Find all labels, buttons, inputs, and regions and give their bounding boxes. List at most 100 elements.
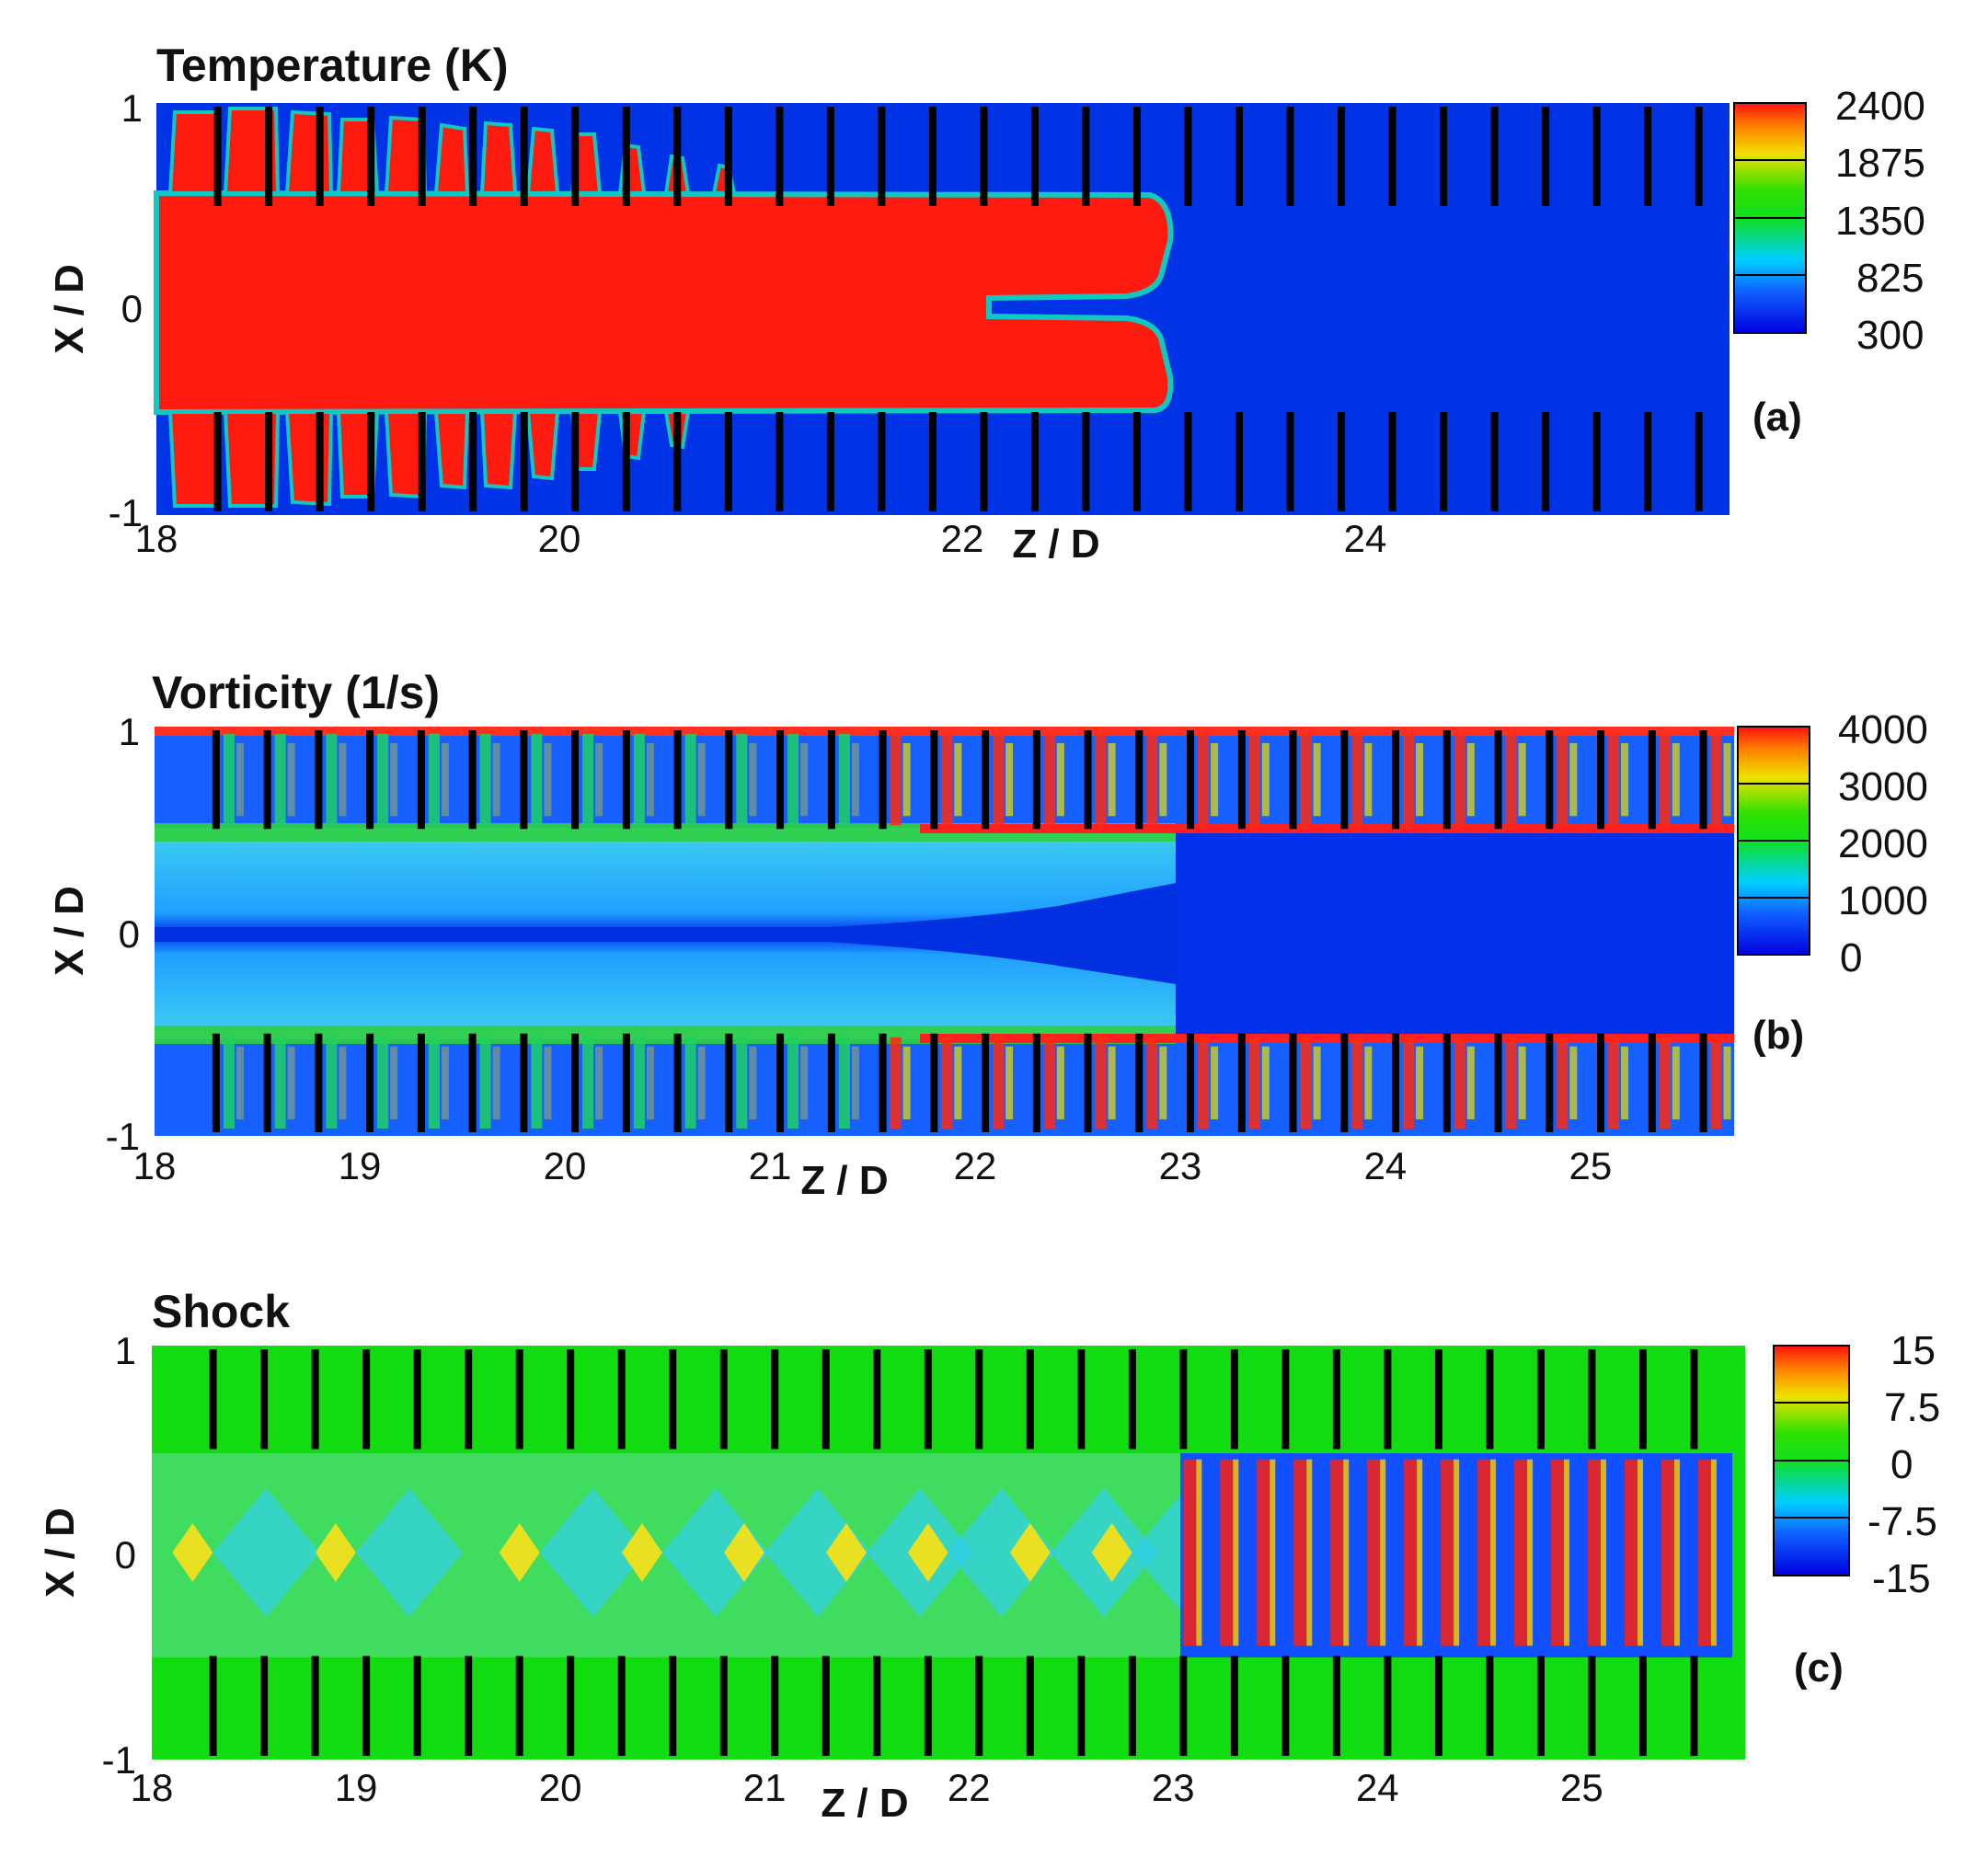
obstacle-bar-upper [465, 1349, 473, 1450]
obstacle-bar-upper [669, 1349, 677, 1450]
panel-a: Temperature (K) [47, 40, 1925, 567]
obstacle-bar-lower [417, 1033, 425, 1132]
obstacle-bar-upper [975, 1349, 983, 1450]
obstacle-bar-lower [669, 1656, 677, 1756]
obstacle-bar-upper [1542, 107, 1550, 206]
obstacle-bar-lower [1032, 1033, 1040, 1132]
obstacle-bar-upper [362, 1349, 371, 1450]
obstacle-bar-lower [1077, 1656, 1086, 1756]
vortex-strip-edge [697, 1046, 706, 1119]
vortex-strip [428, 734, 440, 826]
panel-c-ytick-0: 0 [115, 1533, 136, 1576]
shock-front-edge [1564, 1459, 1570, 1646]
panel-a-ylabel: X / D [47, 264, 92, 354]
obstacle-bar-lower [1440, 412, 1448, 511]
expansion-cell [539, 1488, 647, 1617]
vortex-strip [274, 734, 286, 826]
panel-a-ytick-1: 1 [121, 86, 143, 130]
obstacle-bar-lower [367, 412, 375, 511]
obstacle-bar-lower [1128, 1656, 1136, 1756]
obstacle-bar-lower [418, 412, 426, 511]
obstacle-bar-upper [1128, 1349, 1136, 1450]
obstacle-bar-lower [673, 1033, 682, 1132]
obstacle-bar-lower [515, 1656, 523, 1756]
obstacle-bar-upper [1490, 107, 1499, 206]
obstacle-bar-upper [1338, 107, 1346, 206]
xtick-23: 23 [1152, 1766, 1195, 1809]
obstacle-bar-lower [1332, 1656, 1340, 1756]
obstacle-bar-lower [1230, 1656, 1238, 1756]
panel-c-obstacles [209, 1349, 1698, 1756]
obstacle-bar-lower [1289, 1033, 1297, 1132]
obstacle-bar-upper [1084, 730, 1092, 830]
vortex-strip-edge [1313, 743, 1321, 817]
obstacle-bar-lower [265, 412, 273, 511]
obstacle-bar-lower [930, 1033, 938, 1132]
vortex-strip-edge [1723, 1046, 1731, 1119]
obstacle-bar-upper [1132, 107, 1141, 206]
vortex-strip-edge [851, 1046, 859, 1119]
vortex-strip-edge [544, 1046, 552, 1119]
vortex-strip [838, 734, 850, 826]
panel-b-ytick-neg1: -1 [106, 1115, 140, 1158]
vortex-strip-edge [236, 743, 244, 817]
obstacle-bar-upper [209, 1349, 217, 1450]
xtick-23: 23 [1159, 1144, 1202, 1187]
vortex-strip-edge [749, 743, 757, 817]
obstacle-bar-upper [469, 107, 477, 206]
shock-front [1183, 1459, 1197, 1646]
vortex-strip-edge [544, 743, 552, 817]
obstacle-bar-upper [567, 1349, 575, 1450]
shock-diamond [499, 1523, 540, 1582]
panel-c-cb-tick-15: 15 [1890, 1328, 1936, 1373]
expansion-cell [355, 1488, 463, 1617]
obstacle-bar-upper [879, 730, 887, 830]
obstacle-bar-lower [571, 412, 580, 511]
shock-front [1330, 1459, 1344, 1646]
obstacle-bar-lower [1490, 412, 1499, 511]
panel-b-cb-tick-4000: 4000 [1838, 707, 1928, 752]
obstacle-bar-lower [1135, 1033, 1143, 1132]
vortex-strip [274, 1037, 286, 1129]
xtick-18: 18 [131, 1766, 174, 1809]
obstacle-bar-upper [725, 730, 733, 830]
xtick-20: 20 [544, 1144, 587, 1187]
obstacle-bar-lower [1592, 412, 1601, 511]
vortex-strip-edge [1108, 743, 1116, 817]
obstacle-bar-lower [212, 1033, 220, 1132]
vortex-strip-edge [1364, 1046, 1373, 1119]
panel-c-xlabel: Z / D [821, 1781, 908, 1826]
obstacle-bar-upper [1388, 107, 1396, 206]
panel-b-ytick-1: 1 [119, 710, 140, 753]
panel-b-xlabel: Z / D [800, 1158, 888, 1203]
obstacle-bar-upper [1442, 730, 1451, 830]
obstacle-bar-upper [418, 107, 426, 206]
panel-c-ylabel: X / D [38, 1507, 83, 1598]
vortex-strip [1095, 734, 1107, 826]
obstacle-bar-upper [515, 1349, 523, 1450]
obstacle-bar-upper [1289, 730, 1297, 830]
panel-a-xtick-22: 22 [941, 517, 984, 560]
vortex-strip [1454, 734, 1465, 826]
obstacle-bar-lower [366, 1033, 374, 1132]
obstacle-bar-upper [622, 730, 630, 830]
obstacle-bar-lower [1030, 412, 1039, 511]
panel-b-colorbar-lines [1738, 783, 1810, 899]
vortex-strip [1248, 734, 1260, 826]
obstacle-bar-upper [1546, 730, 1554, 830]
obstacle-bar-upper [417, 730, 425, 830]
obstacle-bar-lower [413, 1656, 421, 1756]
obstacle-bar-upper [1135, 730, 1143, 830]
vortex-strip [1608, 734, 1620, 826]
panel-a-cb-tick-2400: 2400 [1835, 84, 1925, 129]
obstacle-bar-upper [1340, 730, 1349, 830]
vortex-strip [993, 734, 1005, 826]
panel-a-cb-tick-825: 825 [1856, 256, 1924, 301]
vortex-strip [1403, 734, 1415, 826]
obstacle-bar-upper [928, 107, 937, 206]
obstacle-bar-lower [213, 412, 222, 511]
panel-c-ytick-neg1: -1 [102, 1738, 136, 1782]
shock-front [1220, 1459, 1234, 1646]
vortex-strip [1403, 1037, 1415, 1129]
vortex-strip [1557, 734, 1569, 826]
